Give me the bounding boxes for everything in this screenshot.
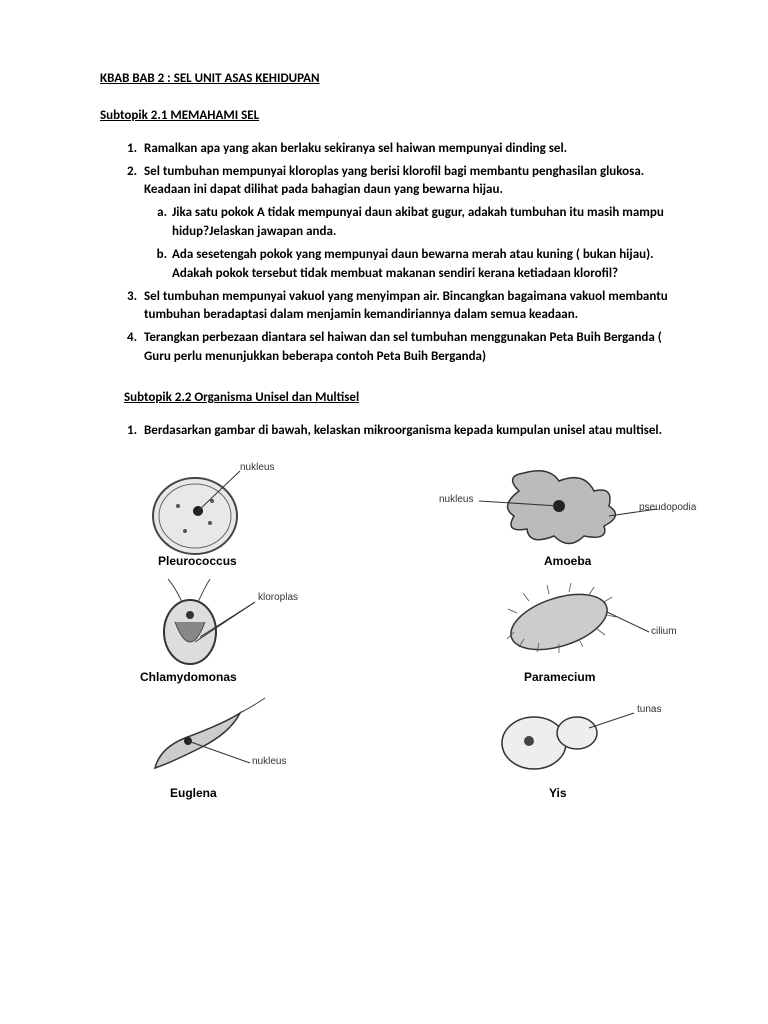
amoeba-cell: nukleus pseudopodia Amoeba [409, 461, 668, 571]
question-list-2: Berdasarkan gambar di bawah, kelaskan mi… [118, 422, 688, 441]
amoeba-nukleus-label: nukleus [439, 493, 473, 508]
q2-text: Sel tumbuhan mempunyai kloroplas yang be… [144, 164, 644, 198]
q2a: Jika satu pokok A tidak mempunyai daun a… [170, 204, 688, 242]
chlamydomonas-label: kloroplas [258, 591, 298, 606]
euglena-caption: Euglena [170, 785, 217, 802]
q4: Terangkan perbezaan diantara sel haiwan … [140, 329, 688, 367]
chlamydomonas-icon [140, 577, 340, 672]
euglena-label: nukleus [252, 755, 286, 770]
q1: Ramalkan apa yang akan berlaku sekiranya… [140, 140, 688, 159]
q3: Sel tumbuhan mempunyai vakuol yang menyi… [140, 288, 688, 326]
paramecium-icon [409, 577, 689, 672]
yis-label: tunas [637, 703, 661, 718]
euglena-cell: nukleus Euglena [140, 693, 399, 803]
euglena-icon [140, 693, 340, 788]
q2-sublist: Jika satu pokok A tidak mempunyai daun a… [148, 204, 688, 283]
subtopic2-q1: Berdasarkan gambar di bawah, kelaskan mi… [140, 422, 688, 441]
chapter-title: KBAB BAB 2 : SEL UNIT ASAS KEHIDUPAN [100, 70, 688, 89]
subtopic-1-heading: Subtopik 2.1 MEMAHAMI SEL [100, 107, 688, 126]
pleurococcus-cell: nukleus Pleurococcus [140, 461, 399, 571]
q2: Sel tumbuhan mempunyai kloroplas yang be… [140, 163, 688, 284]
subtopic-2-heading: Subtopik 2.2 Organisma Unisel dan Multis… [124, 389, 688, 408]
q2b: Ada sesetengah pokok yang mempunyai daun… [170, 246, 688, 284]
question-list-1: Ramalkan apa yang akan berlaku sekiranya… [118, 140, 688, 367]
yis-caption: Yis [549, 785, 567, 802]
pleurococcus-label: nukleus [240, 461, 274, 476]
pleurococcus-icon [140, 461, 300, 556]
amoeba-caption: Amoeba [544, 553, 591, 570]
paramecium-label: cilium [651, 625, 677, 640]
organism-figure-grid: nukleus Pleurococcus nukleus pseudopodia… [140, 461, 668, 803]
chlamydomonas-caption: Chlamydomonas [140, 669, 237, 686]
chlamydomonas-cell: kloroplas Chlamydomonas [140, 577, 399, 687]
pleurococcus-caption: Pleurococcus [158, 553, 237, 570]
paramecium-cell: cilium Paramecium [409, 577, 668, 687]
yis-cell: tunas Yis [409, 693, 668, 803]
paramecium-caption: Paramecium [524, 669, 595, 686]
document-page: KBAB BAB 2 : SEL UNIT ASAS KEHIDUPAN Sub… [0, 0, 768, 843]
amoeba-pseudo-label: pseudopodia [639, 501, 696, 516]
